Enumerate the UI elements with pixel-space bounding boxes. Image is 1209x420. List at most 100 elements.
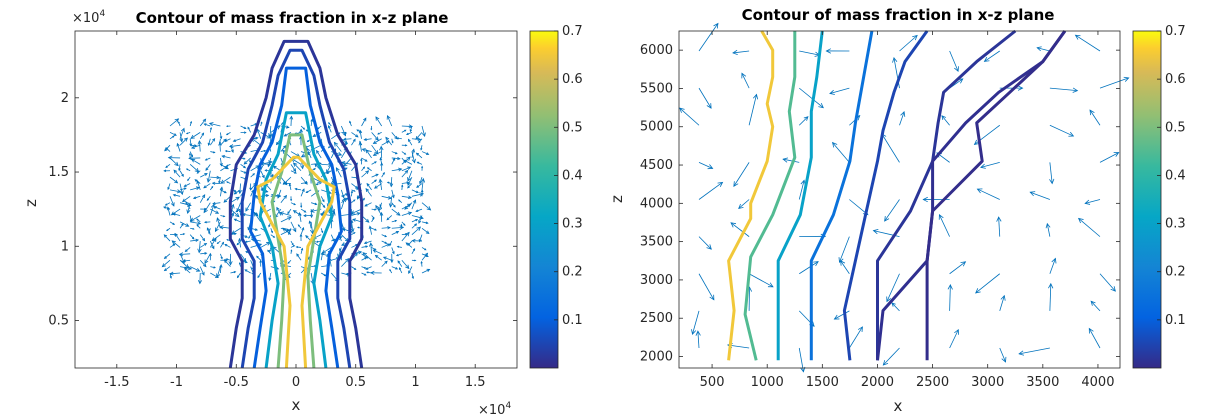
quiver-arrow: [418, 215, 423, 224]
quiver-arrow: [832, 142, 850, 163]
quiver-arrow: [798, 116, 809, 126]
colorbar-tick-label: 0.4: [562, 168, 583, 183]
x-tick-label: 3000: [971, 375, 1004, 390]
right-chart-title: Contour of mass fraction in x-z plane: [742, 6, 1055, 24]
quiver-arrowhead: [833, 314, 840, 320]
quiver-arrow: [381, 195, 392, 199]
quiver-arrow: [980, 161, 1000, 168]
quiver-arrow: [209, 237, 217, 248]
colorbar-tick-label: 0.2: [562, 265, 583, 280]
quiver-arrowhead: [312, 133, 317, 137]
quiver-arrowhead: [297, 224, 300, 227]
right-y-axis-label: z: [608, 195, 626, 203]
quiver-arrow: [366, 183, 372, 191]
quiver-arrow: [250, 243, 262, 248]
quiver-arrow: [421, 125, 426, 137]
quiver-arrowhead: [1074, 34, 1081, 40]
quiver-arrowhead: [365, 218, 370, 223]
quiver-arrowhead: [224, 149, 228, 153]
quiver-arrowhead: [349, 120, 352, 124]
quiver-arrow: [386, 215, 393, 221]
quiver-arrowhead: [752, 93, 759, 100]
quiver-arrowhead: [838, 257, 844, 263]
quiver-arrowhead: [922, 196, 928, 203]
quiver-arrowhead: [730, 222, 737, 228]
quiver-arrow: [419, 234, 423, 242]
quiver-arrowhead: [782, 157, 789, 163]
quiver-arrowhead: [314, 163, 319, 168]
quiver-arrowhead: [344, 140, 348, 144]
quiver-arrow: [179, 128, 185, 139]
quiver-arrow: [253, 212, 262, 223]
right-axes-box: [678, 30, 1121, 369]
contour-line: [727, 30, 775, 361]
quiver-arrowhead: [211, 185, 214, 189]
quiver-arrow: [199, 259, 207, 267]
quiver-arrowhead: [182, 259, 186, 263]
quiver-arrowhead: [386, 114, 391, 120]
quiver-arrow: [415, 208, 423, 212]
quiver-arrowhead: [164, 203, 168, 206]
quiver-arrow: [341, 193, 348, 197]
quiver-arrow: [416, 183, 423, 188]
quiver-arrow: [375, 255, 382, 261]
quiver-arrow: [886, 273, 900, 302]
quiver-arrowhead: [803, 116, 809, 121]
quiver-arrowhead: [973, 139, 980, 145]
quiver-arrow: [208, 138, 211, 146]
quiver-arrowhead: [228, 144, 234, 149]
quiver-arrowhead: [270, 230, 273, 234]
quiver-arrow: [411, 189, 419, 193]
quiver-arrow: [274, 208, 282, 218]
quiver-arrow: [174, 233, 181, 242]
quiver-arrow: [222, 155, 231, 159]
quiver-arrowhead: [287, 261, 290, 264]
quiver-arrow: [214, 206, 221, 210]
quiver-arrowhead: [352, 138, 356, 142]
left-colorbar-ticks: 0.1 0.2 0.3 0.4 0.5 0.6 0.7: [554, 24, 583, 328]
quiver-arrowhead: [412, 248, 416, 251]
quiver-arrow: [798, 180, 805, 200]
quiver-arrow: [411, 199, 416, 210]
quiver-arrowhead: [344, 167, 348, 171]
quiver-arrowhead: [335, 167, 340, 172]
quiver-arrowhead: [196, 179, 200, 185]
quiver-arrowhead: [364, 257, 368, 260]
quiver-arrowhead: [407, 243, 411, 246]
quiver-arrow: [239, 238, 241, 248]
quiver-arrow: [224, 244, 231, 248]
quiver-arrowhead: [283, 133, 287, 137]
quiver-arrowhead: [268, 224, 271, 228]
quiver-arrowhead: [363, 241, 368, 245]
quiver-arrowhead: [282, 181, 287, 185]
quiver-arrowhead: [412, 199, 417, 204]
quiver-arrow: [1037, 47, 1050, 52]
quiver-arrowhead: [224, 139, 228, 142]
quiver-arrow: [243, 157, 251, 165]
quiver-arrowhead: [201, 194, 206, 199]
quiver-arrowhead: [420, 148, 423, 151]
quiver-arrow: [190, 187, 200, 191]
quiver-arrowhead: [421, 165, 424, 168]
contour-line: [258, 111, 334, 369]
quiver-arrow: [378, 202, 383, 211]
quiver-arrowhead: [326, 169, 330, 174]
quiver-arrow: [391, 247, 395, 254]
quiver-arrowhead: [194, 179, 198, 182]
quiver-arrow: [306, 147, 312, 159]
quiver-arrow: [290, 116, 292, 127]
quiver-arrow: [179, 253, 191, 255]
quiver-arrow: [290, 164, 296, 172]
quiver-arrowhead: [283, 194, 288, 199]
quiver-arrow: [320, 202, 326, 208]
quiver-arrow: [834, 310, 850, 320]
x-tick-label: 4000: [1081, 375, 1114, 390]
quiver-arrowhead: [218, 180, 221, 184]
quiver-arrow: [220, 166, 228, 172]
quiver-arrow: [293, 162, 302, 172]
quiver-arrowhead: [206, 227, 210, 231]
x-tick-label: 1500: [806, 375, 839, 390]
quiver-arrowhead: [216, 217, 221, 222]
quiver-arrowhead: [176, 142, 180, 147]
quiver-arrowhead: [397, 156, 401, 161]
